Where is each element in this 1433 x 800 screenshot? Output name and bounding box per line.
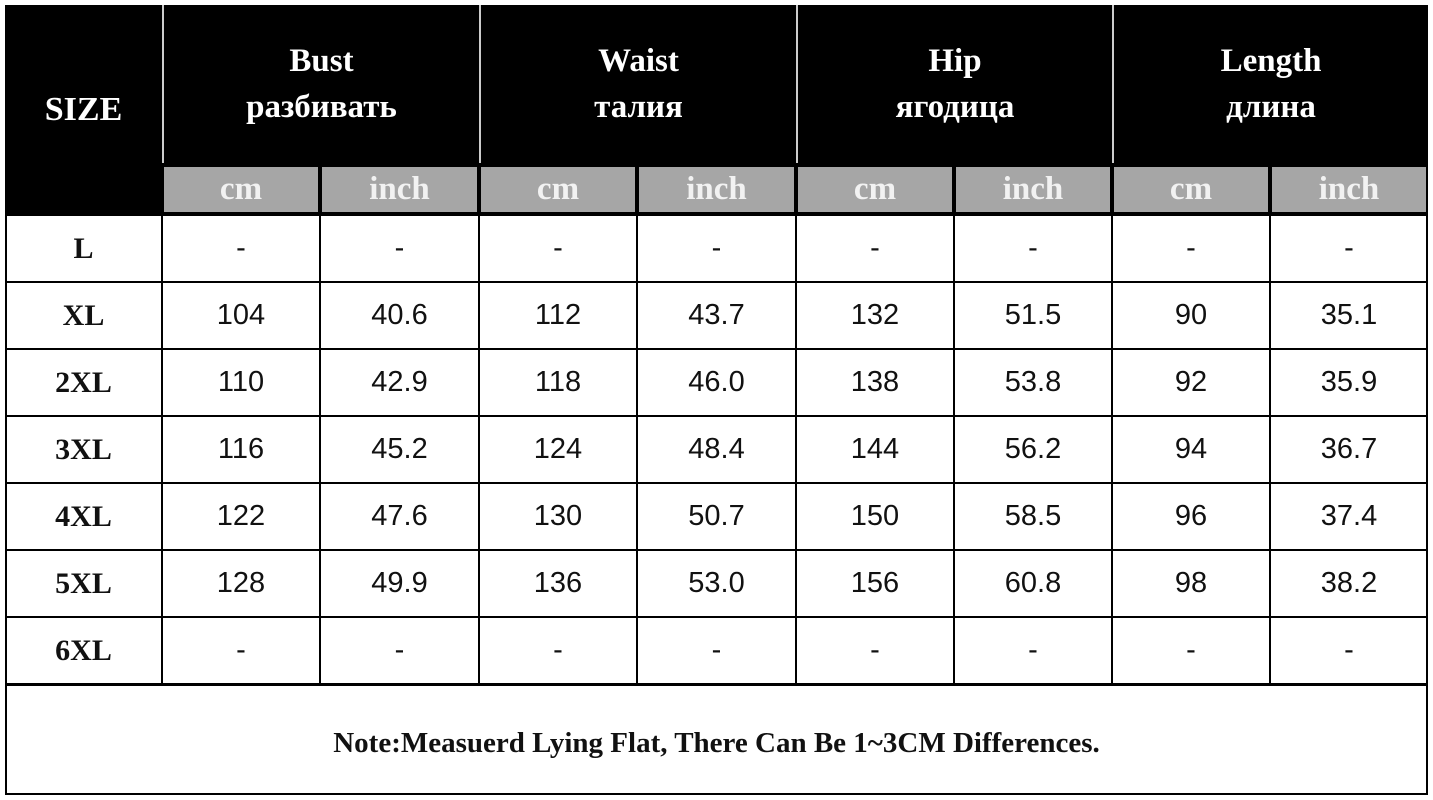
value-cell: 92: [1112, 349, 1270, 416]
value-cell: 47.6: [320, 483, 479, 550]
value-cell: 132: [796, 282, 954, 349]
value-cell: 37.4: [1270, 483, 1428, 550]
value-cell: 128: [162, 550, 320, 617]
value-cell: -: [320, 215, 479, 282]
value-cell: 48.4: [637, 416, 796, 483]
value-cell: 38.2: [1270, 550, 1428, 617]
value-cell: 136: [479, 550, 637, 617]
value-cell: -: [796, 215, 954, 282]
value-cell: 53.8: [954, 349, 1112, 416]
group-label: длина: [1226, 89, 1316, 125]
unit-header: cm: [164, 167, 318, 212]
value-cell: -: [1112, 215, 1270, 282]
value-cell: -: [796, 617, 954, 684]
size-cell: 4XL: [5, 483, 162, 550]
value-cell: 35.9: [1270, 349, 1428, 416]
group-label: талия: [594, 89, 683, 125]
value-cell: -: [162, 617, 320, 684]
value-cell: 45.2: [320, 416, 479, 483]
value-cell: -: [1270, 617, 1428, 684]
size-cell: XL: [5, 282, 162, 349]
value-cell: 35.1: [1270, 282, 1428, 349]
value-cell: 116: [162, 416, 320, 483]
group-label: ягодица: [895, 89, 1015, 125]
value-cell: -: [162, 215, 320, 282]
group-header: Bust разбивать: [162, 5, 479, 163]
value-cell: 49.9: [320, 550, 479, 617]
value-cell: -: [1270, 215, 1428, 282]
size-cell: 2XL: [5, 349, 162, 416]
value-cell: 112: [479, 282, 637, 349]
value-cell: 144: [796, 416, 954, 483]
value-cell: 46.0: [637, 349, 796, 416]
group-label: Hip: [928, 43, 982, 79]
value-cell: 110: [162, 349, 320, 416]
value-cell: -: [637, 215, 796, 282]
value-cell: -: [320, 617, 479, 684]
group-label: разбивать: [246, 89, 397, 125]
value-cell: 124: [479, 416, 637, 483]
value-cell: 60.8: [954, 550, 1112, 617]
value-cell: 156: [796, 550, 954, 617]
size-cell: L: [5, 215, 162, 282]
value-cell: -: [954, 215, 1112, 282]
value-cell: 118: [479, 349, 637, 416]
unit-header: inch: [956, 167, 1110, 212]
value-cell: 130: [479, 483, 637, 550]
value-cell: 51.5: [954, 282, 1112, 349]
group-label: Length: [1220, 43, 1322, 79]
value-cell: 96: [1112, 483, 1270, 550]
group-header: Waist талия: [479, 5, 796, 163]
value-cell: 122: [162, 483, 320, 550]
value-cell: -: [479, 215, 637, 282]
value-cell: 43.7: [637, 282, 796, 349]
unit-header: cm: [481, 167, 635, 212]
size-cell: 6XL: [5, 617, 162, 684]
value-cell: -: [954, 617, 1112, 684]
unit-header: inch: [1272, 167, 1426, 212]
value-cell: -: [637, 617, 796, 684]
value-cell: 94: [1112, 416, 1270, 483]
value-cell: 150: [796, 483, 954, 550]
unit-header: inch: [639, 167, 794, 212]
value-cell: 58.5: [954, 483, 1112, 550]
unit-header: cm: [798, 167, 952, 212]
group-header: Length длина: [1112, 5, 1428, 163]
unit-header: inch: [322, 167, 477, 212]
note: Note:Measuerd Lying Flat, There Can Be 1…: [5, 684, 1428, 795]
value-cell: -: [479, 617, 637, 684]
value-cell: 36.7: [1270, 416, 1428, 483]
value-cell: 42.9: [320, 349, 479, 416]
value-cell: -: [1112, 617, 1270, 684]
value-cell: 104: [162, 282, 320, 349]
value-cell: 50.7: [637, 483, 796, 550]
group-header: Hip ягодица: [796, 5, 1112, 163]
value-cell: 56.2: [954, 416, 1112, 483]
size-cell: 3XL: [5, 416, 162, 483]
size-cell: 5XL: [5, 550, 162, 617]
unit-header: cm: [1114, 167, 1268, 212]
value-cell: 98: [1112, 550, 1270, 617]
size-header: SIZE: [44, 91, 123, 128]
value-cell: 90: [1112, 282, 1270, 349]
value-cell: 40.6: [320, 282, 479, 349]
value-cell: 138: [796, 349, 954, 416]
value-cell: 53.0: [637, 550, 796, 617]
group-label: Waist: [598, 43, 679, 79]
group-label: Bust: [289, 43, 354, 79]
